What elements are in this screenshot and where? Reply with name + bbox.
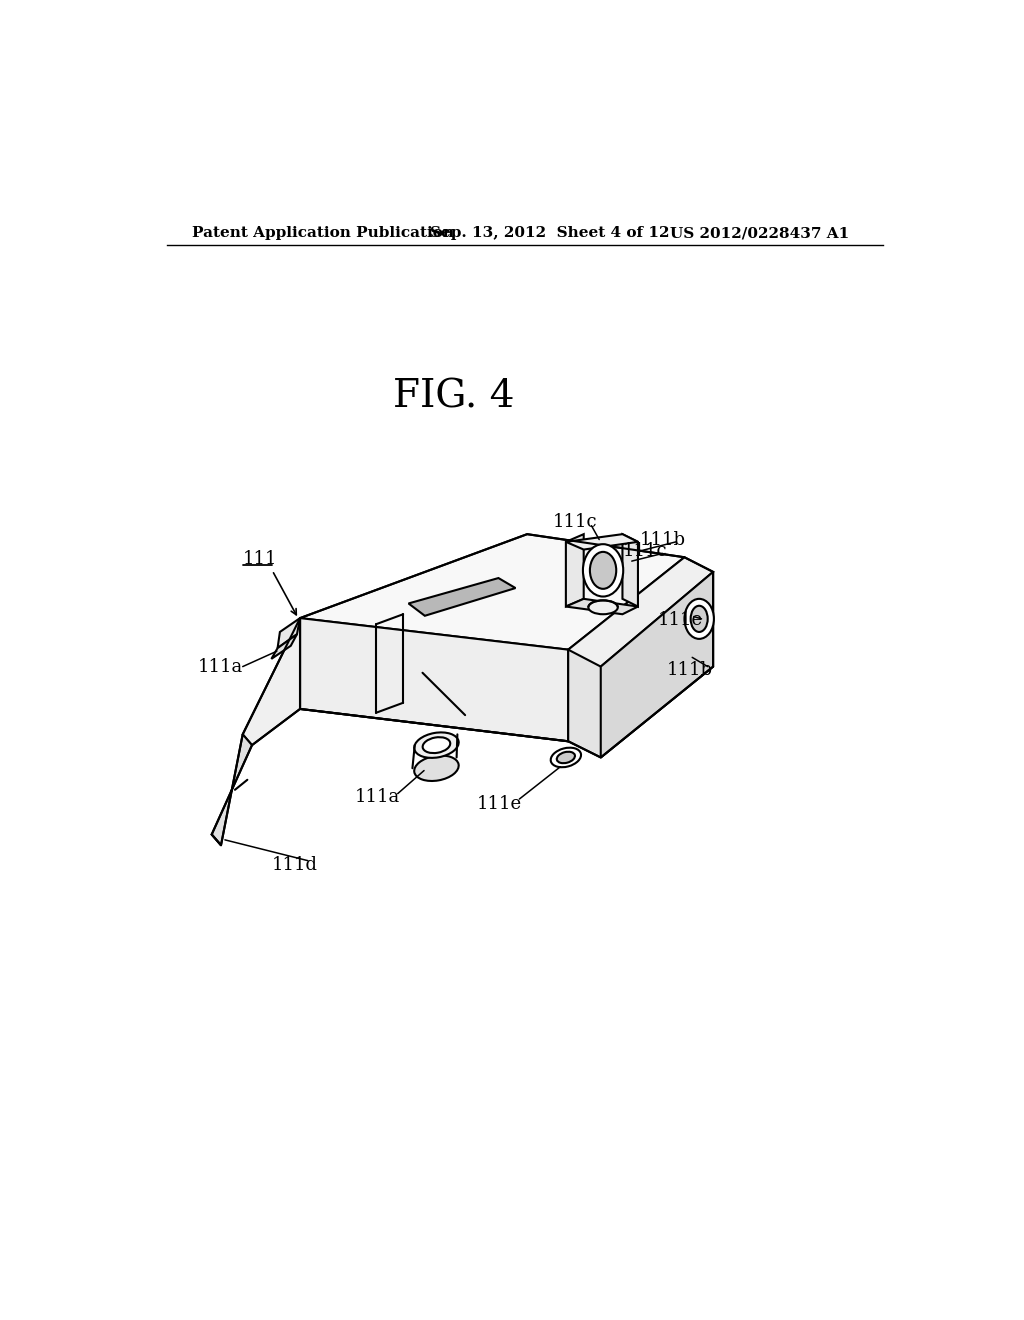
Text: 111b: 111b <box>640 531 685 549</box>
Polygon shape <box>566 535 638 549</box>
Text: 111e: 111e <box>657 611 702 630</box>
Ellipse shape <box>423 737 451 754</box>
Text: 111b: 111b <box>667 661 713 680</box>
Polygon shape <box>271 635 297 659</box>
Text: 111a: 111a <box>355 788 400 807</box>
Text: FIG. 4: FIG. 4 <box>393 379 514 416</box>
Polygon shape <box>566 599 638 614</box>
Ellipse shape <box>551 747 581 767</box>
Ellipse shape <box>690 606 708 632</box>
Polygon shape <box>568 649 713 758</box>
Text: US 2012/0228437 A1: US 2012/0228437 A1 <box>671 226 850 240</box>
Text: Patent Application Publication: Patent Application Publication <box>193 226 455 240</box>
Text: 111e: 111e <box>477 795 522 813</box>
Ellipse shape <box>589 601 617 614</box>
Text: 111: 111 <box>243 550 278 568</box>
Text: 111c: 111c <box>623 543 667 560</box>
Polygon shape <box>568 557 713 667</box>
Text: Sep. 13, 2012  Sheet 4 of 12: Sep. 13, 2012 Sheet 4 of 12 <box>430 226 670 240</box>
Polygon shape <box>566 535 584 607</box>
Polygon shape <box>212 734 252 845</box>
Polygon shape <box>243 618 300 744</box>
Polygon shape <box>601 572 713 758</box>
Polygon shape <box>623 535 638 607</box>
Ellipse shape <box>557 751 574 763</box>
Ellipse shape <box>684 599 714 639</box>
Ellipse shape <box>590 552 616 589</box>
Text: 111d: 111d <box>272 857 318 874</box>
Ellipse shape <box>583 544 624 597</box>
Polygon shape <box>300 618 568 742</box>
Polygon shape <box>300 535 684 649</box>
Text: 111a: 111a <box>198 657 243 676</box>
Polygon shape <box>409 578 515 615</box>
Text: 111c: 111c <box>553 513 597 531</box>
Polygon shape <box>278 618 300 648</box>
Ellipse shape <box>415 733 459 758</box>
Ellipse shape <box>415 755 459 781</box>
